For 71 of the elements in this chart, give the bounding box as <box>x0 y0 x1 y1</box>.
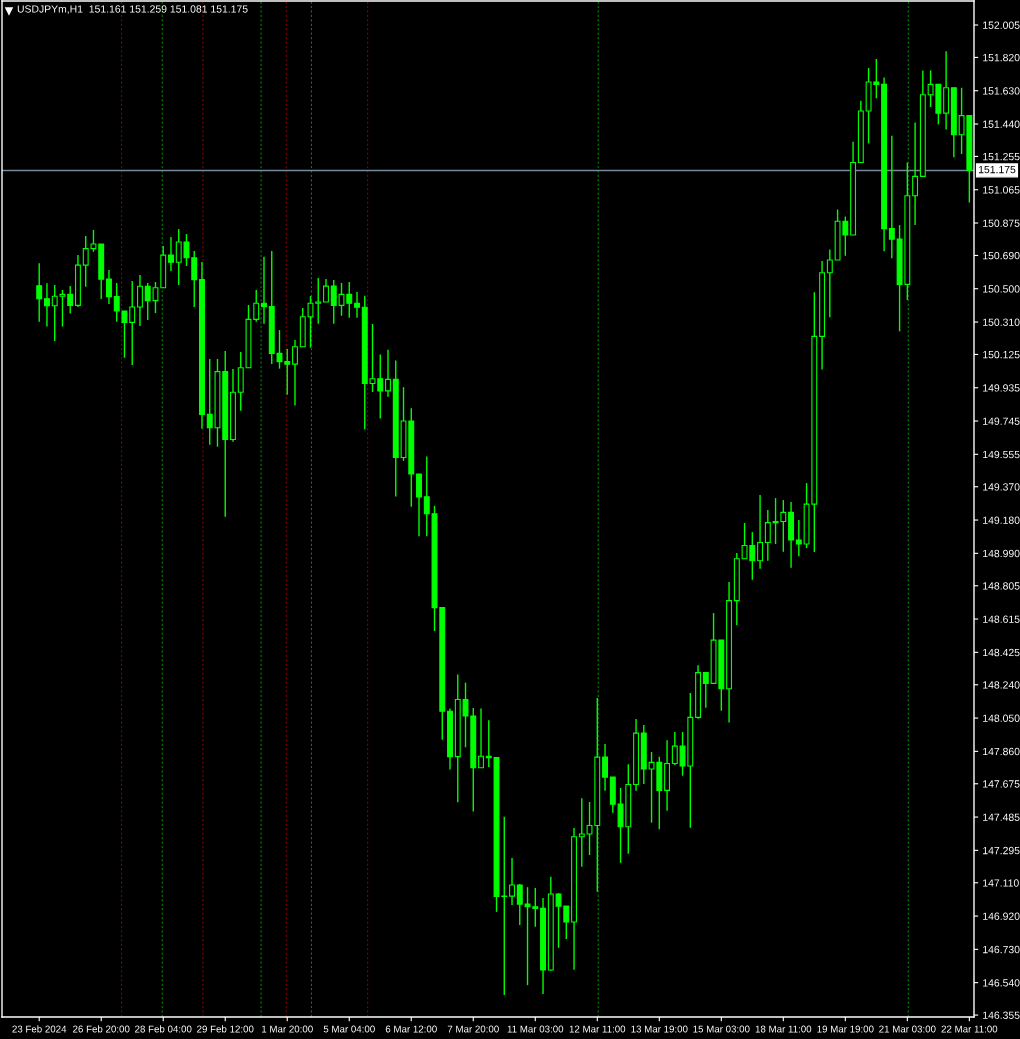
x-tick-label: 26 Feb 20:00 <box>73 1025 130 1033</box>
y-tick-label: 150.310 <box>983 318 1020 326</box>
y-tick-label: 148.615 <box>983 615 1020 623</box>
candlestick <box>764 509 771 562</box>
candlestick <box>826 248 833 318</box>
x-tick-label: 28 Feb 04:00 <box>135 1025 192 1033</box>
x-tick-label: 1 Mar 20:00 <box>262 1025 313 1033</box>
y-tick-label: 146.730 <box>983 945 1020 954</box>
y-tick-label: 146.355 <box>983 1011 1020 1019</box>
candlestick <box>292 339 298 407</box>
candlestick <box>602 743 609 792</box>
candlestick <box>323 278 329 303</box>
candlestick <box>478 707 484 769</box>
y-tick-label: 151.255 <box>983 152 1020 161</box>
y-tick-label: 148.990 <box>983 549 1020 558</box>
y-tick-label: 148.240 <box>983 681 1020 689</box>
x-tick-label: 21 Mar 03:00 <box>879 1025 936 1033</box>
x-tick-label: 18 Mar 11:00 <box>755 1025 812 1033</box>
y-tick-label: 147.675 <box>983 780 1020 788</box>
y-tick-label: 150.500 <box>983 285 1020 293</box>
y-tick-label: 148.050 <box>983 714 1020 722</box>
x-tick-label: 19 Mar 19:00 <box>817 1025 874 1033</box>
ref-line-label: 151.175 <box>978 165 1016 174</box>
y-tick-label: 147.110 <box>983 879 1019 887</box>
candlestick <box>416 473 422 538</box>
candlestick <box>757 494 764 570</box>
candlestick <box>509 857 515 906</box>
y-tick-label: 149.180 <box>983 516 1020 524</box>
y-tick-label: 147.485 <box>983 813 1020 821</box>
candlestick <box>43 282 50 328</box>
y-tick-label: 149.745 <box>983 417 1020 425</box>
candlestick <box>888 135 895 259</box>
y-tick-label: 148.805 <box>983 582 1020 590</box>
x-tick-label: 13 Mar 19:00 <box>631 1025 688 1033</box>
chart-title: USDJPYm,H1 151.161 151.259 151.081 151.175 <box>17 5 248 14</box>
y-tick-label: 149.370 <box>983 483 1020 491</box>
x-tick-label: 29 Feb 12:00 <box>197 1025 254 1033</box>
y-tick-label: 149.555 <box>983 450 1020 459</box>
candlestick <box>354 291 360 319</box>
y-tick-label: 146.540 <box>983 979 1020 987</box>
y-tick-label: 151.820 <box>983 53 1020 62</box>
x-tick-label: 23 Feb 2024 <box>12 1025 67 1033</box>
x-tick-label: 7 Mar 20:00 <box>447 1025 499 1033</box>
y-tick-label: 151.440 <box>983 120 1020 128</box>
candlestick <box>137 274 143 327</box>
y-tick-label: 150.875 <box>983 219 1020 227</box>
candlestick <box>36 262 43 323</box>
candlestick <box>795 519 802 557</box>
y-tick-label: 146.920 <box>983 912 1020 920</box>
y-tick-label: 152.005 <box>983 21 1020 29</box>
x-tick-label: 6 Mar 12:00 <box>385 1025 437 1033</box>
y-tick-label: 151.630 <box>983 87 1020 95</box>
candlestick <box>168 236 174 272</box>
candlestick <box>385 349 391 398</box>
y-tick-label: 151.065 <box>983 186 1020 194</box>
candlestick <box>912 121 919 226</box>
x-tick-label: 11 Mar 03:00 <box>507 1025 564 1033</box>
y-tick-label: 149.935 <box>983 384 1020 392</box>
x-tick-label: 15 Mar 03:00 <box>693 1025 750 1033</box>
y-tick-label: 147.295 <box>983 846 1020 855</box>
candlestick <box>702 671 709 709</box>
y-tick-label: 150.690 <box>983 251 1020 260</box>
candlestick <box>106 269 112 305</box>
y-tick-label: 147.860 <box>983 747 1020 756</box>
x-tick-label: 12 Mar 11:00 <box>569 1025 626 1033</box>
x-tick-label: 5 Mar 04:00 <box>323 1025 375 1033</box>
y-tick-label: 150.125 <box>983 350 1020 359</box>
candlestick <box>671 731 678 766</box>
x-tick-label: 22 Mar 11:00 <box>941 1025 998 1033</box>
y-tick-label: 148.425 <box>983 648 1020 657</box>
candlestick <box>261 255 267 325</box>
